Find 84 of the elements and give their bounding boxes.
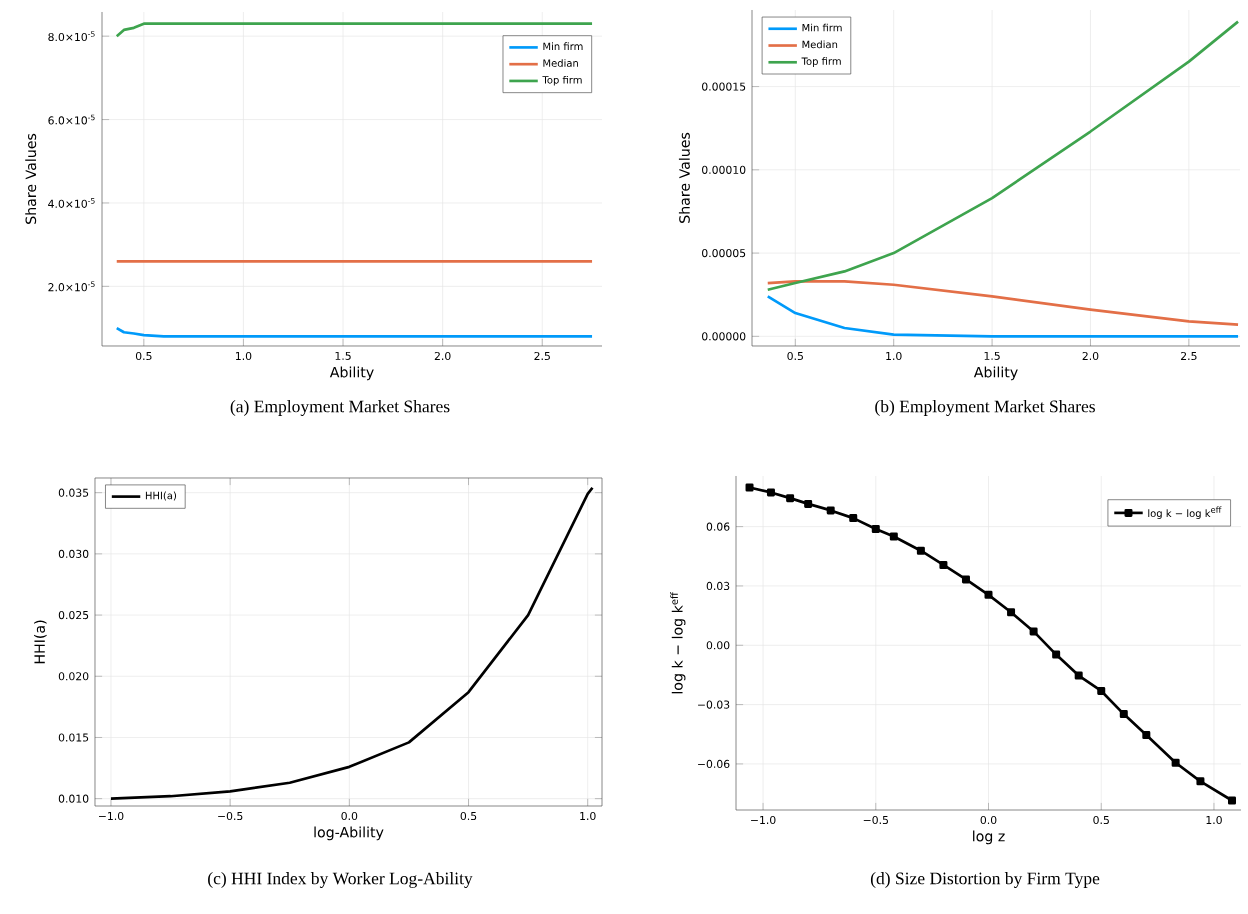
point xyxy=(826,506,835,515)
y-tick-label: 0.00015 xyxy=(702,82,746,91)
point xyxy=(1052,650,1061,659)
y-tick-label: 0.020 xyxy=(58,672,89,681)
x-tick-label: 0.5 xyxy=(787,351,803,361)
line-series xyxy=(766,280,1240,327)
y-tick-label: 0.025 xyxy=(58,610,89,620)
line-series xyxy=(109,486,594,800)
y-tick-label: 0.035 xyxy=(58,488,89,497)
x-tick-label: 0.0 xyxy=(980,815,997,825)
x-axis-title: Ability xyxy=(973,366,1018,381)
x-tick-label: 1.0 xyxy=(580,811,596,821)
x-tick-label: −0.5 xyxy=(218,811,243,821)
line-series xyxy=(766,20,1240,292)
point xyxy=(786,494,795,503)
x-tick-label: −1.0 xyxy=(751,815,776,825)
point xyxy=(849,514,858,523)
point xyxy=(961,575,970,584)
x-tick-label: 0.5 xyxy=(1093,815,1109,825)
point xyxy=(1119,710,1128,719)
legend-label: log k − log k$^{eff}$ xyxy=(1148,506,1222,519)
y-tick-label: 0.015 xyxy=(58,733,89,742)
y-tick-label: 4.0×10$^{-5}$ xyxy=(48,198,95,208)
point xyxy=(871,524,880,533)
x-tick-label: 0.5 xyxy=(135,351,152,361)
point xyxy=(766,488,775,497)
y-tick-label: 6.0×10$^{-5}$ xyxy=(48,114,95,125)
x-tick-label: 0.0 xyxy=(341,811,358,821)
x-tick-label: 1.5 xyxy=(984,351,1000,360)
x-tick-label: −0.5 xyxy=(863,815,888,825)
point xyxy=(1029,627,1038,636)
y-axis-title: Share Values xyxy=(25,133,37,224)
x-tick-label: 2.0 xyxy=(434,351,451,361)
point xyxy=(916,546,925,555)
point xyxy=(984,590,993,599)
legend-label: Top firm xyxy=(801,57,841,67)
point xyxy=(1007,608,1016,617)
y-tick-label: 0.00010 xyxy=(702,165,746,174)
point xyxy=(804,499,813,508)
point xyxy=(1196,777,1205,786)
y-tick-label: −0.06 xyxy=(698,759,730,769)
x-tick-label: 1.0 xyxy=(1206,815,1222,825)
text: (b) Employment Market Shares xyxy=(875,400,1095,416)
legend-label: Median xyxy=(802,40,838,49)
y-tick-label: 0.030 xyxy=(58,549,89,558)
x-tick-label: 1.0 xyxy=(236,351,252,361)
y-tick-label: 8.0×10$^{-5}$ xyxy=(48,31,95,42)
y-tick-label: 0.00005 xyxy=(702,249,746,258)
x-axis-title: Ability xyxy=(329,366,374,381)
x-tick-label: −1.0 xyxy=(98,811,124,821)
y-tick-label: −0.03 xyxy=(698,700,730,709)
y-axis-title: Share Values xyxy=(678,132,690,223)
legend-label: Top firm xyxy=(542,75,582,86)
y-tick-label: 0.06 xyxy=(706,522,730,531)
x-tick-label: 2.5 xyxy=(1181,351,1197,361)
y-axis-title: log k − log k$^{eff}$ xyxy=(670,592,686,694)
y-axis-title: HHI(a) xyxy=(34,620,47,664)
legend-label: Median xyxy=(543,59,578,67)
text: (d) Size Distortion by Firm Type xyxy=(870,872,1100,888)
x-tick-label: 1.5 xyxy=(335,351,351,360)
y-tick-label: 2.0×10$^{-5}$ xyxy=(48,281,95,292)
point xyxy=(745,483,754,492)
x-tick-label: 0.5 xyxy=(460,811,477,821)
point xyxy=(939,560,948,569)
point xyxy=(1097,686,1106,695)
x-tick-label: 2.0 xyxy=(1082,351,1099,361)
legend-label: Min firm xyxy=(802,23,842,32)
y-tick-label: 0.00 xyxy=(706,641,730,650)
x-tick-label: 2.5 xyxy=(534,351,550,361)
point xyxy=(889,532,898,541)
point xyxy=(1074,671,1083,680)
legend-label: Min firm xyxy=(543,42,583,50)
x-tick-label: 1.0 xyxy=(886,351,902,361)
y-tick-label: 0.00000 xyxy=(702,332,746,341)
y-tick-label: 0.03 xyxy=(706,581,730,591)
text: (c) HHI Index by Worker Log-Ability xyxy=(208,872,473,888)
point xyxy=(1142,731,1151,740)
text: (a) Employment Market Shares xyxy=(230,400,450,416)
x-axis-title: log z xyxy=(973,830,1005,845)
y-tick-label: 0.010 xyxy=(58,794,89,803)
x-axis-title: log-Ability xyxy=(314,826,384,841)
point xyxy=(1171,758,1180,767)
legend-label: HHI(a) xyxy=(145,491,177,501)
point xyxy=(1227,796,1237,805)
